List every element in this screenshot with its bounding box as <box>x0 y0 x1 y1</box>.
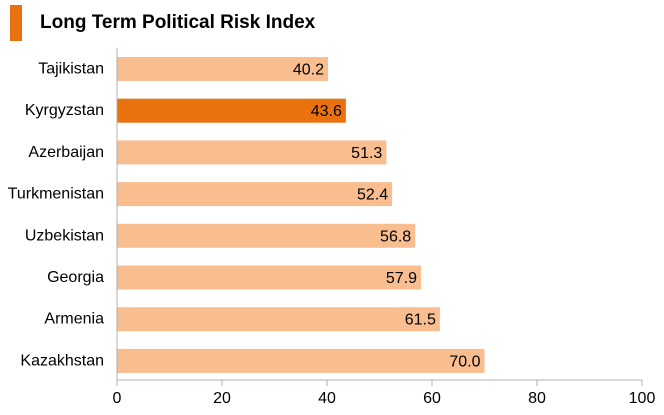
value-label-kazakhstan: 70.0 <box>449 353 480 370</box>
value-label-uzbekistan: 56.8 <box>380 228 411 245</box>
value-label-turkmenistan: 52.4 <box>357 187 388 204</box>
value-label-tajikistan: 40.2 <box>293 62 324 79</box>
bar-kyrgyzstan <box>117 98 346 123</box>
bar-georgia <box>117 265 421 290</box>
category-label-turkmenistan: Turkmenistan <box>8 186 104 203</box>
bar-kazakhstan <box>117 348 485 373</box>
category-label-georgia: Georgia <box>47 269 104 286</box>
bar-tajikistan <box>117 57 329 81</box>
chart-title-block: Long Term Political Risk Index <box>10 4 315 42</box>
value-label-georgia: 57.9 <box>386 270 417 287</box>
x-tick-label-40: 40 <box>318 390 336 407</box>
x-tick-label-100: 100 <box>629 390 656 407</box>
bar-uzbekistan <box>117 223 416 248</box>
category-label-azerbaijan: Azerbaijan <box>28 144 104 161</box>
bar-azerbaijan <box>117 140 387 165</box>
category-label-armenia: Armenia <box>44 311 104 328</box>
x-tick-label-60: 60 <box>423 390 441 407</box>
x-tick-label-0: 0 <box>113 390 122 407</box>
category-label-uzbekistan: Uzbekistan <box>25 227 104 244</box>
bar-armenia <box>117 307 440 332</box>
bar-turkmenistan <box>117 182 393 207</box>
chart-title: Long Term Political Risk Index <box>40 12 316 33</box>
category-label-kyrgyzstan: Kyrgyzstan <box>25 102 104 119</box>
value-label-kyrgyzstan: 43.6 <box>311 103 342 120</box>
x-tick-label-80: 80 <box>528 390 546 407</box>
x-tick-label-20: 20 <box>213 390 231 407</box>
category-label-kazakhstan: Kazakhstan <box>20 352 104 369</box>
value-label-azerbaijan: 51.3 <box>351 145 382 162</box>
value-label-armenia: 61.5 <box>405 312 436 329</box>
title-marker <box>10 5 22 41</box>
category-label-tajikistan: Tajikistan <box>38 61 104 78</box>
